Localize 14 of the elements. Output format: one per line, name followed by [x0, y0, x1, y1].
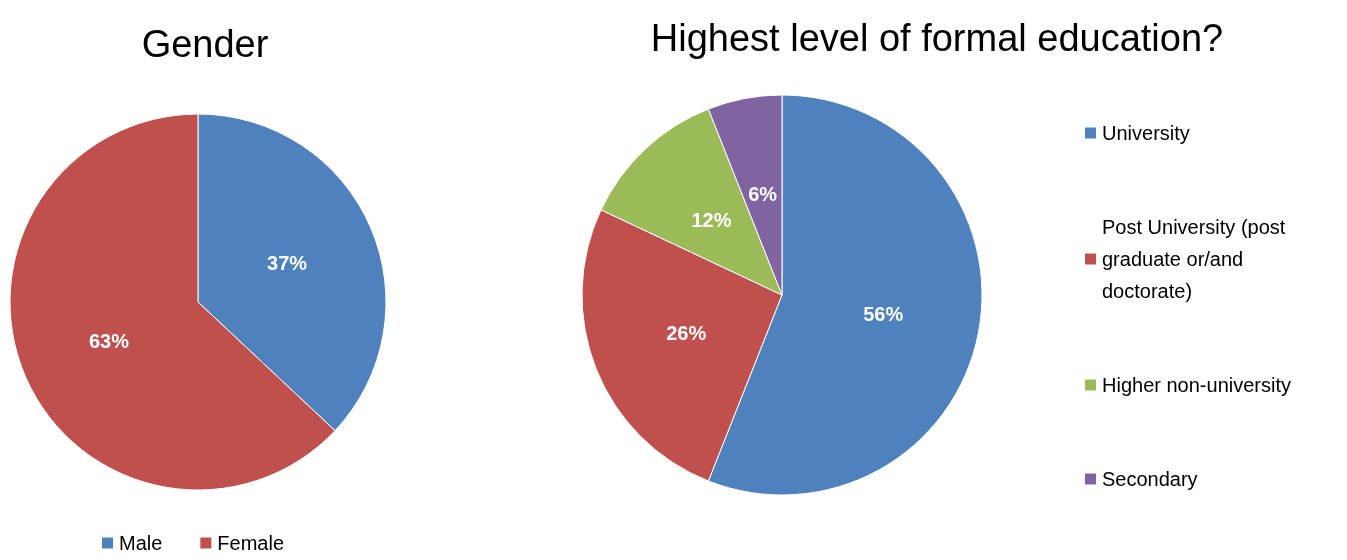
legend-label: Secondary [1102, 468, 1198, 490]
data-label: 63% [88, 329, 130, 352]
legend-label: University [1102, 122, 1190, 144]
legend-label: Higher non-university [1102, 374, 1291, 396]
data-label: 12% [691, 208, 732, 231]
chart-title: Gender [141, 23, 269, 65]
chart-title: Highest level of formal education? [650, 17, 1224, 59]
legend-label: Post University (post graduate or/and doctorate) [1102, 216, 1291, 302]
data-label: 56% [863, 303, 904, 326]
data-label: 26% [666, 321, 707, 344]
legend-label: Male [119, 532, 163, 554]
data-label: 37% [267, 252, 308, 275]
legend-label: Female [217, 532, 285, 554]
data-label: 6% [748, 182, 778, 205]
